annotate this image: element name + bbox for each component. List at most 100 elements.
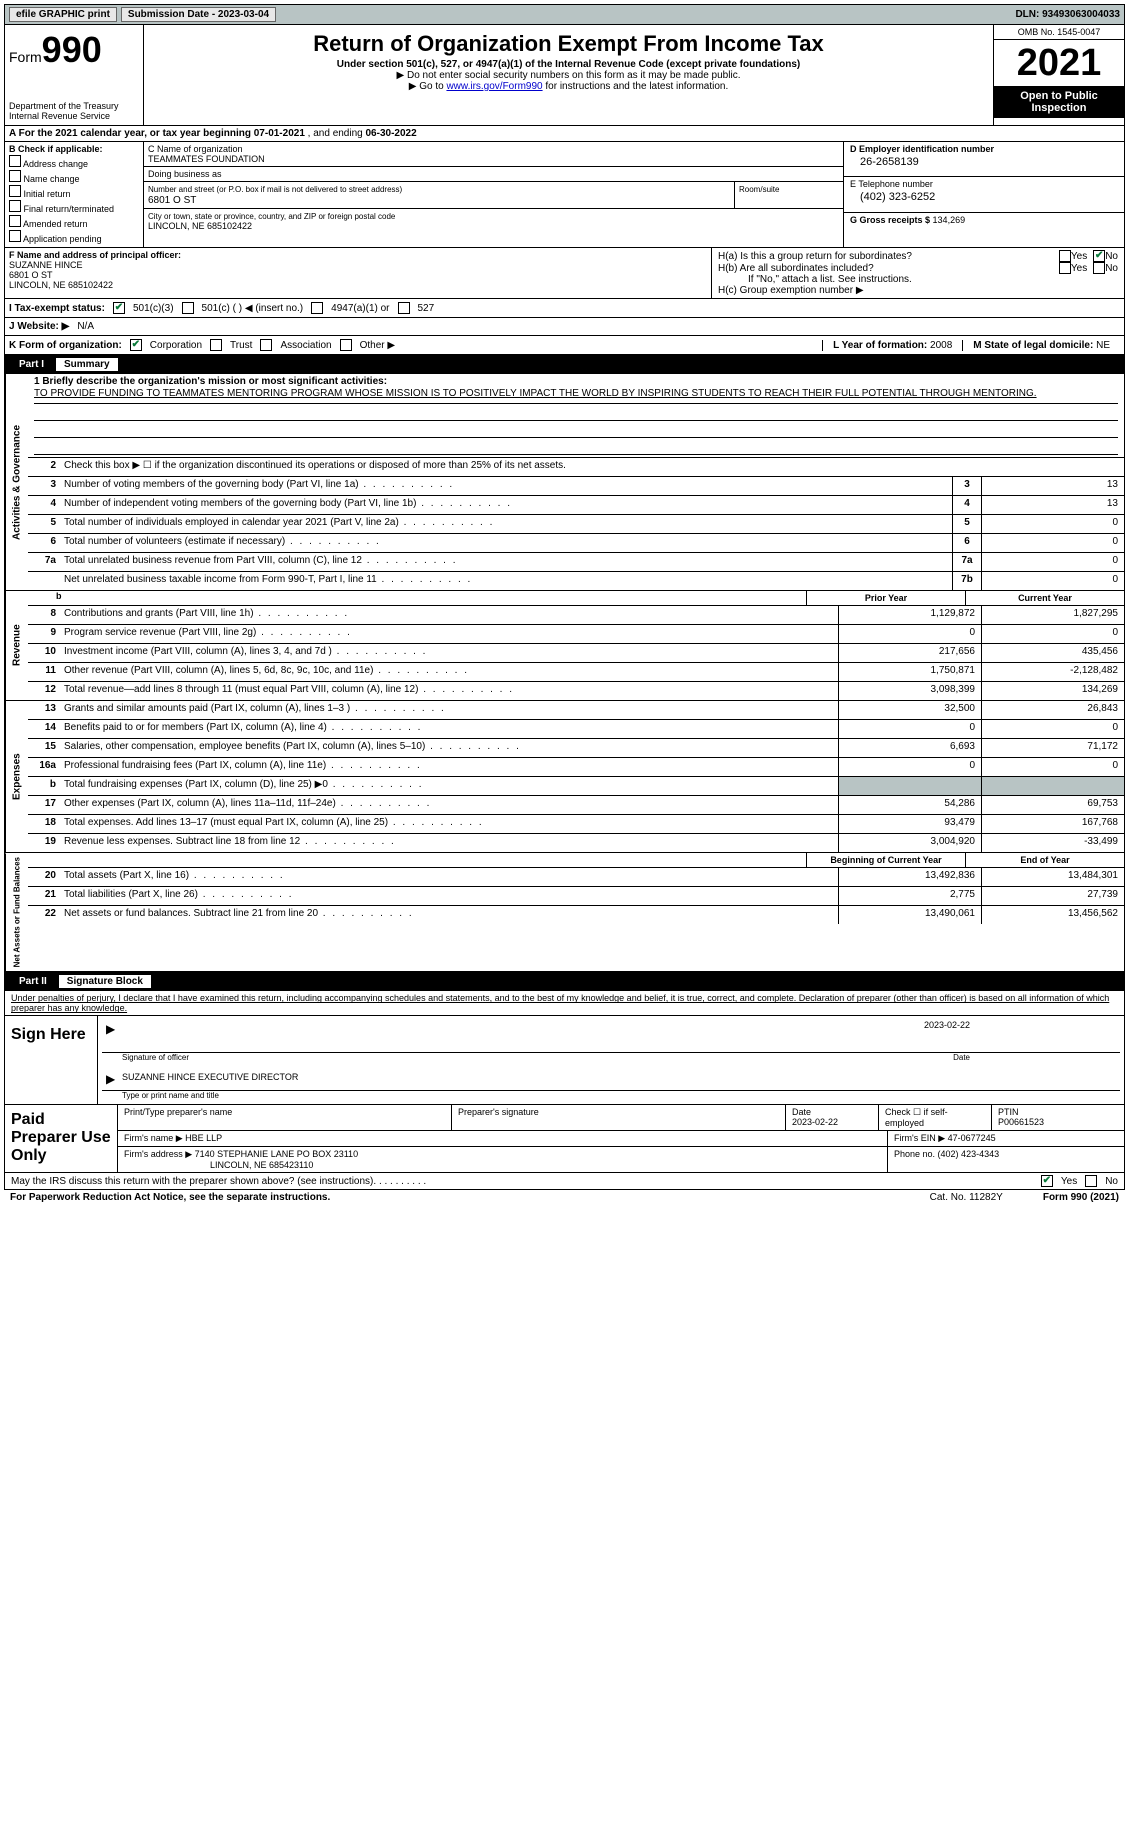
prep-row-1: Print/Type preparer's name Preparer's si… xyxy=(118,1105,1124,1131)
discuss-yes-label: Yes xyxy=(1061,1176,1077,1187)
line-desc: Other revenue (Part VIII, column (A), li… xyxy=(60,663,838,681)
cb-amended-return[interactable]: Amended return xyxy=(9,215,139,229)
j-row: J Website: ▶ N/A xyxy=(4,318,1125,336)
line-curr: 0 xyxy=(981,720,1124,738)
line-num: 21 xyxy=(28,887,60,905)
col-end: End of Year xyxy=(965,853,1124,867)
firm-addr-label: Firm's address ▶ xyxy=(124,1149,195,1159)
ha-yes[interactable] xyxy=(1059,250,1071,262)
net-col-headers: Beginning of Current Year End of Year xyxy=(28,853,1124,868)
line-curr: 167,768 xyxy=(981,815,1124,833)
firm-label: Firm's name ▶ xyxy=(124,1133,185,1143)
hb-no[interactable] xyxy=(1093,262,1105,274)
col-b: B Check if applicable: Address change Na… xyxy=(5,142,144,247)
line-num: 16a xyxy=(28,758,60,776)
irs-link[interactable]: www.irs.gov/Form990 xyxy=(446,81,542,92)
cb-501c[interactable] xyxy=(182,302,194,314)
city-cell: City or town, state or province, country… xyxy=(144,209,843,233)
line-desc: Total assets (Part X, line 16) xyxy=(60,868,838,886)
summary-line: 15 Salaries, other compensation, employe… xyxy=(28,739,1124,758)
cb-501c3[interactable] xyxy=(113,302,125,314)
gross-value: 134,269 xyxy=(933,215,966,225)
org-name-label: C Name of organization xyxy=(148,144,243,154)
sig-block: Under penalties of perjury, I declare th… xyxy=(4,991,1125,1173)
entity-block: B Check if applicable: Address change Na… xyxy=(4,142,1125,248)
line-desc: Number of voting members of the governin… xyxy=(60,477,952,495)
discuss-text: May the IRS discuss this return with the… xyxy=(11,1176,373,1187)
discuss-no[interactable] xyxy=(1085,1175,1097,1187)
line-box: 3 xyxy=(952,477,981,495)
discuss-row: May the IRS discuss this return with the… xyxy=(4,1173,1125,1190)
cb-assoc[interactable] xyxy=(260,339,272,351)
fh-row: F Name and address of principal officer:… xyxy=(4,248,1125,299)
part-2-num: Part II xyxy=(11,976,55,987)
year-begin: 07-01-2021 xyxy=(254,128,305,139)
527-label: 527 xyxy=(418,303,435,314)
name-title-value: SUZANNE HINCE EXECUTIVE DIRECTOR xyxy=(122,1072,298,1082)
col-b-label: B Check if applicable: xyxy=(9,144,103,154)
submission-date-button[interactable]: Submission Date - 2023-03-04 xyxy=(121,7,276,22)
line-desc: Salaries, other compensation, employee b… xyxy=(60,739,838,757)
cb-other[interactable] xyxy=(340,339,352,351)
vlabel-net: Net Assets or Fund Balances xyxy=(5,853,28,971)
k-row: K Form of organization: Corporation Trus… xyxy=(4,336,1125,355)
line-num: 3 xyxy=(28,477,60,495)
cb-init-label: Initial return xyxy=(24,189,71,199)
summary-line: b Total fundraising expenses (Part IX, c… xyxy=(28,777,1124,796)
summary-line: 5 Total number of individuals employed i… xyxy=(28,515,1124,534)
firm-addr1: 7140 STEPHANIE LANE PO BOX 23110 xyxy=(195,1149,358,1159)
cb-name-change[interactable]: Name change xyxy=(9,170,139,184)
line-curr: 69,753 xyxy=(981,796,1124,814)
line-prior: 32,500 xyxy=(838,701,981,719)
col-c: C Name of organization TEAMMATES FOUNDAT… xyxy=(144,142,843,247)
tax-year: 2021 xyxy=(994,40,1124,86)
hb-label: H(b) Are all subordinates included? xyxy=(718,263,1059,274)
cb-address-change[interactable]: Address change xyxy=(9,155,139,169)
sig-date-label: Date xyxy=(953,1053,970,1062)
dba-label: Doing business as xyxy=(148,169,222,179)
line-num: 13 xyxy=(28,701,60,719)
cb-initial-return[interactable]: Initial return xyxy=(9,185,139,199)
cb-4947[interactable] xyxy=(311,302,323,314)
line-desc: Professional fundraising fees (Part IX, … xyxy=(60,758,838,776)
line-desc: Benefits paid to or for members (Part IX… xyxy=(60,720,838,738)
h-block: H(a) Is this a group return for subordin… xyxy=(711,248,1124,298)
cb-final-return[interactable]: Final return/terminated xyxy=(9,200,139,214)
goto-note: ▶ Go to www.irs.gov/Form990 for instruct… xyxy=(154,81,983,92)
cb-trust[interactable] xyxy=(210,339,222,351)
line-box: 7b xyxy=(952,572,981,590)
gross-label: G Gross receipts $ xyxy=(850,215,933,225)
ha-no[interactable] xyxy=(1093,250,1105,262)
discuss-yes[interactable] xyxy=(1041,1175,1053,1187)
prep-name-label: Print/Type preparer's name xyxy=(124,1107,232,1117)
officer-name: SUZANNE HINCE xyxy=(9,260,83,270)
sig-officer-line: 2023-02-22 xyxy=(102,1020,1120,1053)
line-num: 6 xyxy=(28,534,60,552)
summary-line: 11 Other revenue (Part VIII, column (A),… xyxy=(28,663,1124,682)
line-desc: Program service revenue (Part VIII, line… xyxy=(60,625,838,643)
line-curr xyxy=(981,777,1124,795)
exp-section: Expenses 13 Grants and similar amounts p… xyxy=(4,701,1125,853)
cb-corp[interactable] xyxy=(130,339,142,351)
ptin-label: PTIN xyxy=(998,1107,1019,1117)
line-desc: Investment income (Part VIII, column (A)… xyxy=(60,644,838,662)
f-label: F Name and address of principal officer: xyxy=(9,250,181,260)
efile-button[interactable]: efile GRAPHIC print xyxy=(9,7,117,22)
cb-527[interactable] xyxy=(398,302,410,314)
col-beg: Beginning of Current Year xyxy=(806,853,965,867)
prep-grid: Print/Type preparer's name Preparer's si… xyxy=(118,1105,1124,1172)
line-num: b xyxy=(28,777,60,795)
ein-label: D Employer identification number xyxy=(850,144,994,154)
cb-application-pending[interactable]: Application pending xyxy=(9,230,139,244)
4947-label: 4947(a)(1) or xyxy=(331,303,389,314)
hb-note: If "No," attach a list. See instructions… xyxy=(718,274,1118,285)
line-prior: 0 xyxy=(838,758,981,776)
gross-cell: G Gross receipts $ 134,269 xyxy=(844,213,1124,247)
part-2-header: Part II Signature Block xyxy=(4,972,1125,991)
summary-line: 7a Total unrelated business revenue from… xyxy=(28,553,1124,572)
row-a-mid: , and ending xyxy=(305,128,366,139)
line-desc: Revenue less expenses. Subtract line 18 … xyxy=(60,834,838,852)
line-desc: Number of independent voting members of … xyxy=(60,496,952,514)
hb-yes[interactable] xyxy=(1059,262,1071,274)
prep-row-2: Firm's name ▶ HBE LLP Firm's EIN ▶ 47-06… xyxy=(118,1131,1124,1147)
